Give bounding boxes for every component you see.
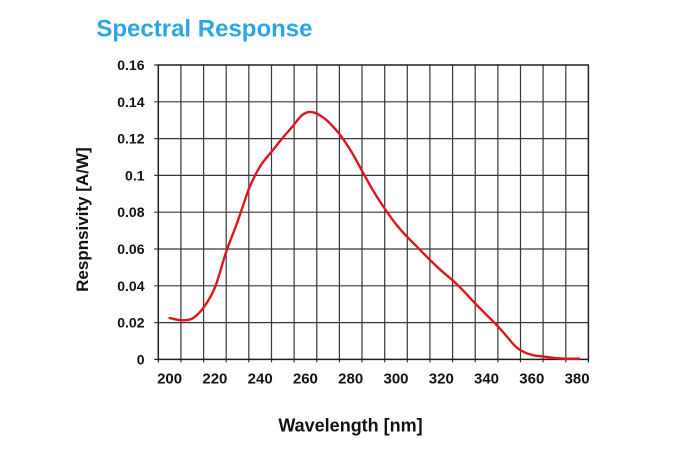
svg-text:240: 240 — [248, 371, 273, 388]
svg-text:260: 260 — [293, 371, 318, 388]
svg-text:360: 360 — [519, 371, 544, 388]
svg-text:0.14: 0.14 — [117, 94, 144, 110]
svg-text:0.02: 0.02 — [117, 315, 144, 331]
svg-text:320: 320 — [429, 371, 454, 388]
svg-text:Respnsivity [A/W]: Respnsivity [A/W] — [73, 147, 92, 292]
svg-text:Spectral Response: Spectral Response — [96, 16, 312, 43]
svg-text:Wavelength [nm]: Wavelength [nm] — [278, 416, 422, 436]
svg-text:0: 0 — [137, 351, 145, 367]
svg-text:0.06: 0.06 — [117, 241, 144, 257]
svg-text:380: 380 — [565, 371, 590, 388]
svg-text:300: 300 — [383, 371, 408, 388]
svg-text:0.1: 0.1 — [125, 167, 145, 183]
svg-text:0.12: 0.12 — [117, 131, 144, 147]
svg-text:0.16: 0.16 — [117, 57, 144, 73]
svg-text:280: 280 — [338, 371, 363, 388]
svg-text:0.08: 0.08 — [117, 204, 144, 220]
svg-text:340: 340 — [474, 371, 499, 388]
svg-text:220: 220 — [202, 371, 227, 388]
svg-text:200: 200 — [157, 371, 182, 388]
svg-text:0.04: 0.04 — [117, 278, 144, 294]
